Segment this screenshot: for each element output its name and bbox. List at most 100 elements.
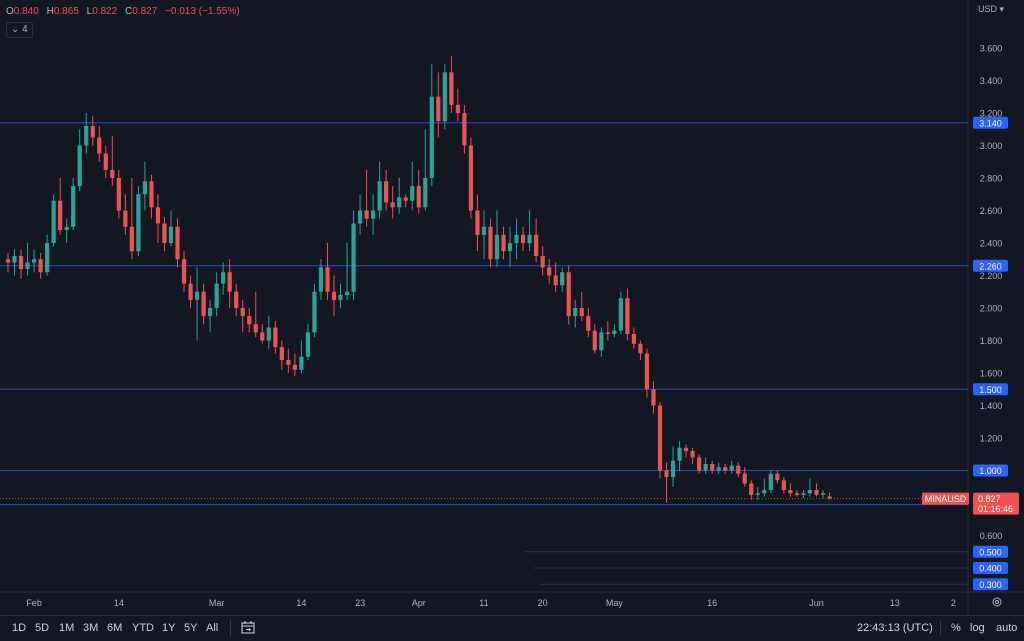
candle [149,174,154,219]
candle-body [488,226,493,260]
candle-body [573,308,578,317]
candle [18,249,24,279]
change-value: −0.013 (−1.55%) [165,6,240,17]
candle-body [638,343,643,354]
auto-toggle[interactable]: auto [996,622,1018,634]
divider [940,620,941,636]
price-tick-label: 1.400 [980,401,1003,411]
candle-body [390,202,395,208]
last-price-label: 0.827 [978,494,1001,504]
range-1d-button[interactable]: 1D [12,622,27,634]
candle-body [331,291,337,300]
candle-body [38,259,43,273]
candle [436,72,441,138]
candle-body [670,460,676,477]
candle [729,460,734,474]
percent-toggle[interactable]: % [951,622,961,634]
candle [501,226,506,260]
candle [240,299,245,333]
candle [129,178,134,260]
candle [807,478,813,497]
candle [38,252,43,279]
candle [697,454,702,474]
chevron-down-icon: ▾ [999,4,1005,14]
price-axis: 3.600 3.400 3.200 3.000 2.800 2.600 2.400 2.200… [980,44,1003,542]
level-price-label: 2.260 [979,261,1002,271]
candle [566,265,571,325]
candle-body [631,334,637,344]
candle [201,283,206,325]
candle-body [729,465,734,471]
candle [638,340,643,360]
candle-body [71,186,76,227]
close-label: C [125,6,133,17]
candle-body [723,467,728,471]
candle-body [410,186,415,201]
candle-body [12,256,17,263]
range-3m-button[interactable]: 3M [83,622,99,634]
candle-body [136,194,141,252]
candle [670,446,676,487]
symbol-label: MINAUSD [925,494,967,504]
candle-body [664,470,669,477]
candle-body [149,181,154,208]
time-tick-label: 16 [707,598,717,608]
candle-body [579,308,584,317]
candle-body [501,234,506,252]
candle [690,447,695,464]
candle [442,64,447,130]
candle-body [77,145,82,187]
candle [703,457,708,474]
candle [592,324,597,354]
log-toggle[interactable]: log [970,622,985,634]
price-tick-label: 2.000 [980,304,1003,314]
candle-body [560,272,565,286]
candle [364,169,369,227]
candle-body [240,308,245,317]
range-6m-button[interactable]: 6M [107,622,123,634]
candle-body [520,234,526,243]
candle [494,210,500,268]
candle [716,462,721,474]
countdown-label: 01:16:46 [978,504,1013,514]
candle [31,249,37,273]
low-value: 0.822 [92,6,118,17]
candle [25,243,30,276]
ohlc-legend: O0.840 H0.865 L0.822 C0.827 −0.013 (−1.5… [6,6,245,17]
candle [775,470,780,484]
candle [762,478,767,497]
candle [520,226,526,252]
range-5d-button[interactable]: 5D [35,622,50,634]
settings-gear-icon[interactable] [992,597,1002,607]
candle-body [788,490,793,494]
candle-body [286,360,291,365]
candle-body [586,316,591,331]
candle-body [749,483,754,495]
candle [299,340,304,373]
price-tick-label: 2.400 [980,239,1003,249]
range-ytd-button[interactable]: YTD [132,622,154,634]
candle-body [755,493,760,495]
candle-body [194,291,200,300]
range-1y-button[interactable]: 1Y [162,622,176,634]
candle [84,113,89,154]
candle [384,169,389,211]
range-5y-button[interactable]: 5Y [184,622,198,634]
open-value: 0.840 [13,6,39,17]
candle [416,169,421,214]
candle-body [827,496,832,499]
utc-clock[interactable]: 22:43:13 (UTC) [857,622,933,634]
range-all-button[interactable]: All [206,622,219,634]
currency-selector[interactable]: USD ▾ [978,4,1004,15]
price-tick-label: 3.000 [980,141,1003,151]
candle [188,275,193,308]
candle-body [305,332,311,357]
price-tick-label: 3.600 [980,44,1003,54]
range-1m-button[interactable]: 1M [59,622,75,634]
calendar-range-icon[interactable] [241,621,255,634]
indicators-toggle[interactable]: ⌄ 4 [6,22,33,38]
currency-label: USD [978,4,998,14]
candle [657,402,663,479]
candle-body [168,226,174,243]
